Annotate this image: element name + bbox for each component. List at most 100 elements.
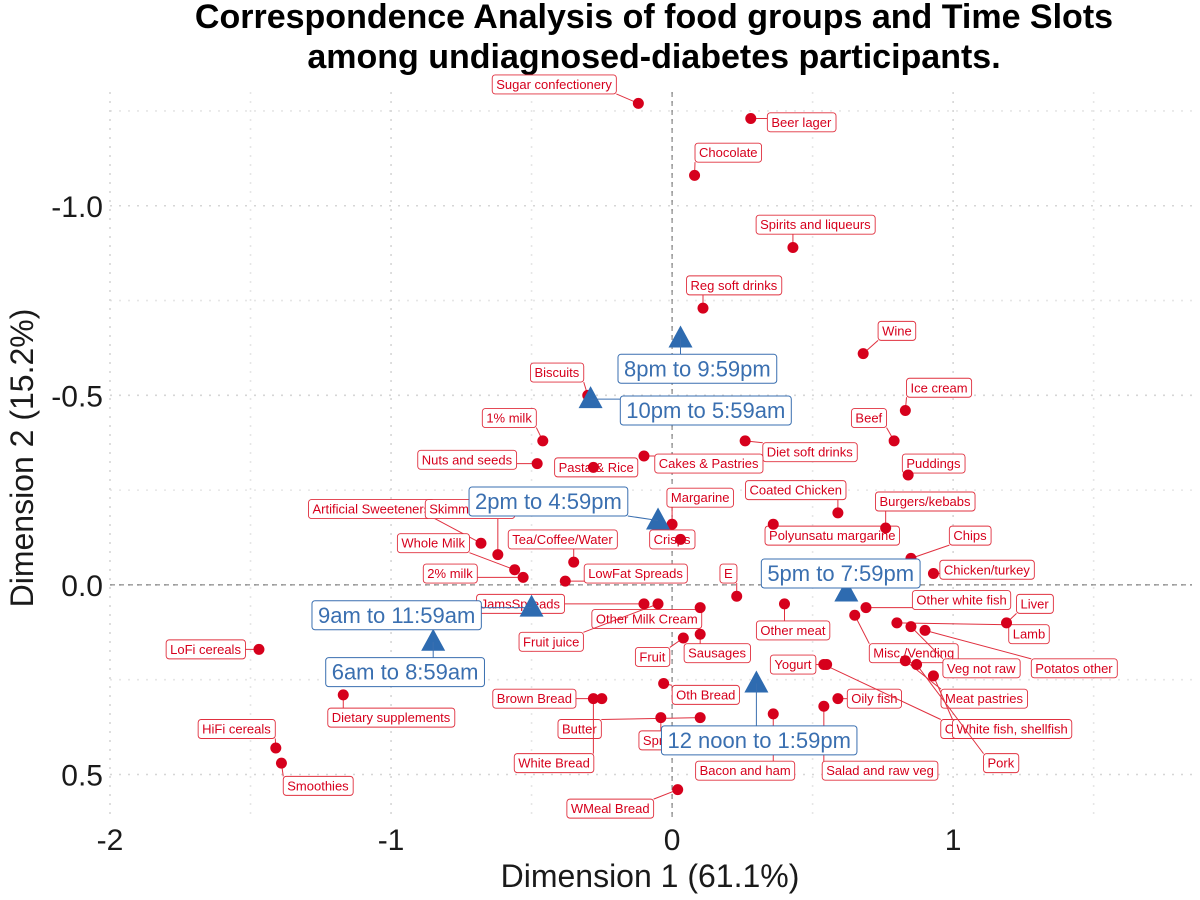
food-group-label-text: Meat pastries bbox=[945, 691, 1024, 706]
food-group-point bbox=[518, 572, 529, 583]
food-group-label-text: Sausages bbox=[688, 646, 746, 661]
food-group-point bbox=[818, 659, 829, 670]
food-group-point bbox=[672, 784, 683, 795]
food-group-label: Crisps bbox=[650, 530, 695, 549]
food-group-label-text: Artificial Sweeteners bbox=[312, 502, 430, 517]
time-slot-point bbox=[579, 386, 603, 408]
food-group-label: Dietary supplements bbox=[328, 695, 455, 727]
food-group-label-text: Fruit juice bbox=[523, 634, 579, 649]
food-group-label-text: Margarine bbox=[671, 490, 730, 505]
food-group-label: Nuts and seeds bbox=[418, 450, 537, 469]
food-group-label: Sausages bbox=[684, 634, 750, 662]
food-group-point bbox=[768, 519, 779, 530]
food-group-label-text: Potatos other bbox=[1035, 661, 1113, 676]
food-group-label-text: WMeal Bread bbox=[571, 801, 650, 816]
food-group-label-text: Salad and raw veg bbox=[826, 763, 934, 778]
y-tick-label: -0.5 bbox=[51, 380, 103, 413]
food-group-point bbox=[253, 644, 264, 655]
food-group-label-text: Oth Bread bbox=[676, 687, 735, 702]
food-group-label: Liver bbox=[1007, 594, 1054, 622]
food-group-label: Polyunsatu margarine bbox=[765, 526, 899, 545]
food-group-point bbox=[740, 435, 751, 446]
food-group-point bbox=[903, 469, 914, 480]
food-group-label-text: Biscuits bbox=[534, 365, 579, 380]
food-group-label-text: Bacon and ham bbox=[700, 763, 791, 778]
y-tick-label: 0.0 bbox=[61, 570, 103, 603]
food-group-label: Tea/Coffee/Water bbox=[508, 530, 617, 562]
food-group-leader-line bbox=[911, 545, 949, 558]
food-group-point bbox=[860, 602, 871, 613]
food-group-label-text: Other meat bbox=[760, 623, 825, 638]
food-group-point bbox=[858, 348, 869, 359]
food-group-point bbox=[818, 701, 829, 712]
food-group-label-text: White fish, shellfish bbox=[957, 722, 1068, 737]
food-group-point bbox=[638, 451, 649, 462]
time-slot-label: 5pm to 7:59pm bbox=[761, 559, 920, 588]
food-group-label: Lamb bbox=[897, 623, 1049, 644]
food-group-label-text: JamsSpreads bbox=[481, 596, 561, 611]
food-group-label: Oth Bread bbox=[664, 684, 740, 705]
food-group-label: Coated Chicken bbox=[745, 481, 846, 513]
food-group-point bbox=[678, 633, 689, 644]
food-group-label-text: Chips bbox=[953, 528, 987, 543]
food-group-label: Brown Bread bbox=[493, 689, 602, 708]
food-group-label-text: Coated Chicken bbox=[749, 483, 842, 498]
food-group-point bbox=[568, 557, 579, 568]
food-group-point bbox=[338, 689, 349, 700]
food-group-label-text: Liver bbox=[1021, 596, 1050, 611]
food-group-label: Sugar confectionery bbox=[492, 75, 638, 103]
food-group-point bbox=[537, 435, 548, 446]
time-slot-label: 10pm to 5:59am bbox=[591, 396, 792, 425]
food-group-point bbox=[560, 576, 571, 587]
time-slot-label-text: 10pm to 5:59am bbox=[626, 398, 785, 423]
food-group-label-text: Other white fish bbox=[916, 593, 1006, 608]
food-group-label-text: Beer lager bbox=[771, 115, 832, 130]
food-group-label: Other Milk Cream bbox=[592, 610, 702, 629]
y-axis-title: Dimension 2 (15.2%) bbox=[4, 309, 40, 608]
food-group-label-text: Veg not raw bbox=[947, 661, 1016, 676]
food-group-label-text: Other Milk Cream bbox=[596, 612, 698, 627]
food-group-point bbox=[745, 113, 756, 124]
food-group-label-text: Brown Bread bbox=[497, 691, 572, 706]
food-group-label-text: Yogurt bbox=[774, 657, 811, 672]
food-group-label: Chicken/turkey bbox=[933, 560, 1034, 579]
chart-title: Correspondence Analysis of food groups a… bbox=[195, 0, 1113, 76]
food-group-point bbox=[475, 538, 486, 549]
food-group-label: HiFi cereals bbox=[198, 720, 276, 748]
food-group-label: Margarine bbox=[667, 488, 734, 524]
food-group-label-text: Oily fish bbox=[851, 691, 897, 706]
food-group-label-text: LowFat Spreads bbox=[588, 566, 683, 581]
food-group-point bbox=[731, 591, 742, 602]
food-group-label-text: Chocolate bbox=[699, 145, 758, 160]
food-group-label-text: E bbox=[724, 566, 733, 581]
time-slot-label-text: 8pm to 9:59pm bbox=[624, 356, 771, 381]
food-group-label-text: Nuts and seeds bbox=[422, 452, 513, 467]
food-group-label-text: Sugar confectionery bbox=[496, 77, 612, 92]
food-group-label: Yogurt bbox=[770, 655, 826, 674]
food-group-label-text: Chicken/turkey bbox=[944, 562, 1030, 577]
food-group-point bbox=[891, 617, 902, 628]
food-group-point bbox=[695, 629, 706, 640]
food-group-point bbox=[1001, 617, 1012, 628]
food-group-label: Ice cream bbox=[905, 378, 971, 410]
food-group-label: Other white fish bbox=[866, 591, 1011, 610]
food-group-point bbox=[492, 549, 503, 560]
food-group-point bbox=[633, 98, 644, 109]
food-group-label: Biscuits bbox=[530, 363, 587, 395]
food-group-point bbox=[509, 564, 520, 575]
food-group-label: Puddings bbox=[902, 454, 965, 473]
food-group-point bbox=[900, 655, 911, 666]
food-group-label-text: Pork bbox=[988, 756, 1015, 771]
food-group-label-text: Dietary supplements bbox=[332, 710, 451, 725]
food-group-point bbox=[658, 678, 669, 689]
food-group-point bbox=[832, 693, 843, 704]
y-tick-label: 0.5 bbox=[61, 760, 103, 793]
food-group-label: Cakes & Pastries bbox=[644, 454, 763, 473]
time-slot-label-text: 6am to 8:59am bbox=[332, 660, 479, 685]
food-group-label: Beer lager bbox=[751, 113, 836, 132]
time-slot-label-text: 5pm to 7:59pm bbox=[767, 561, 914, 586]
axis-ticks: -2 -1 0 1-1.0-0.50.00.5 bbox=[51, 191, 961, 857]
time-slot-label-text: 12 noon to 1:59pm bbox=[667, 728, 850, 753]
food-group-label-text: Diet soft drinks bbox=[767, 445, 853, 460]
